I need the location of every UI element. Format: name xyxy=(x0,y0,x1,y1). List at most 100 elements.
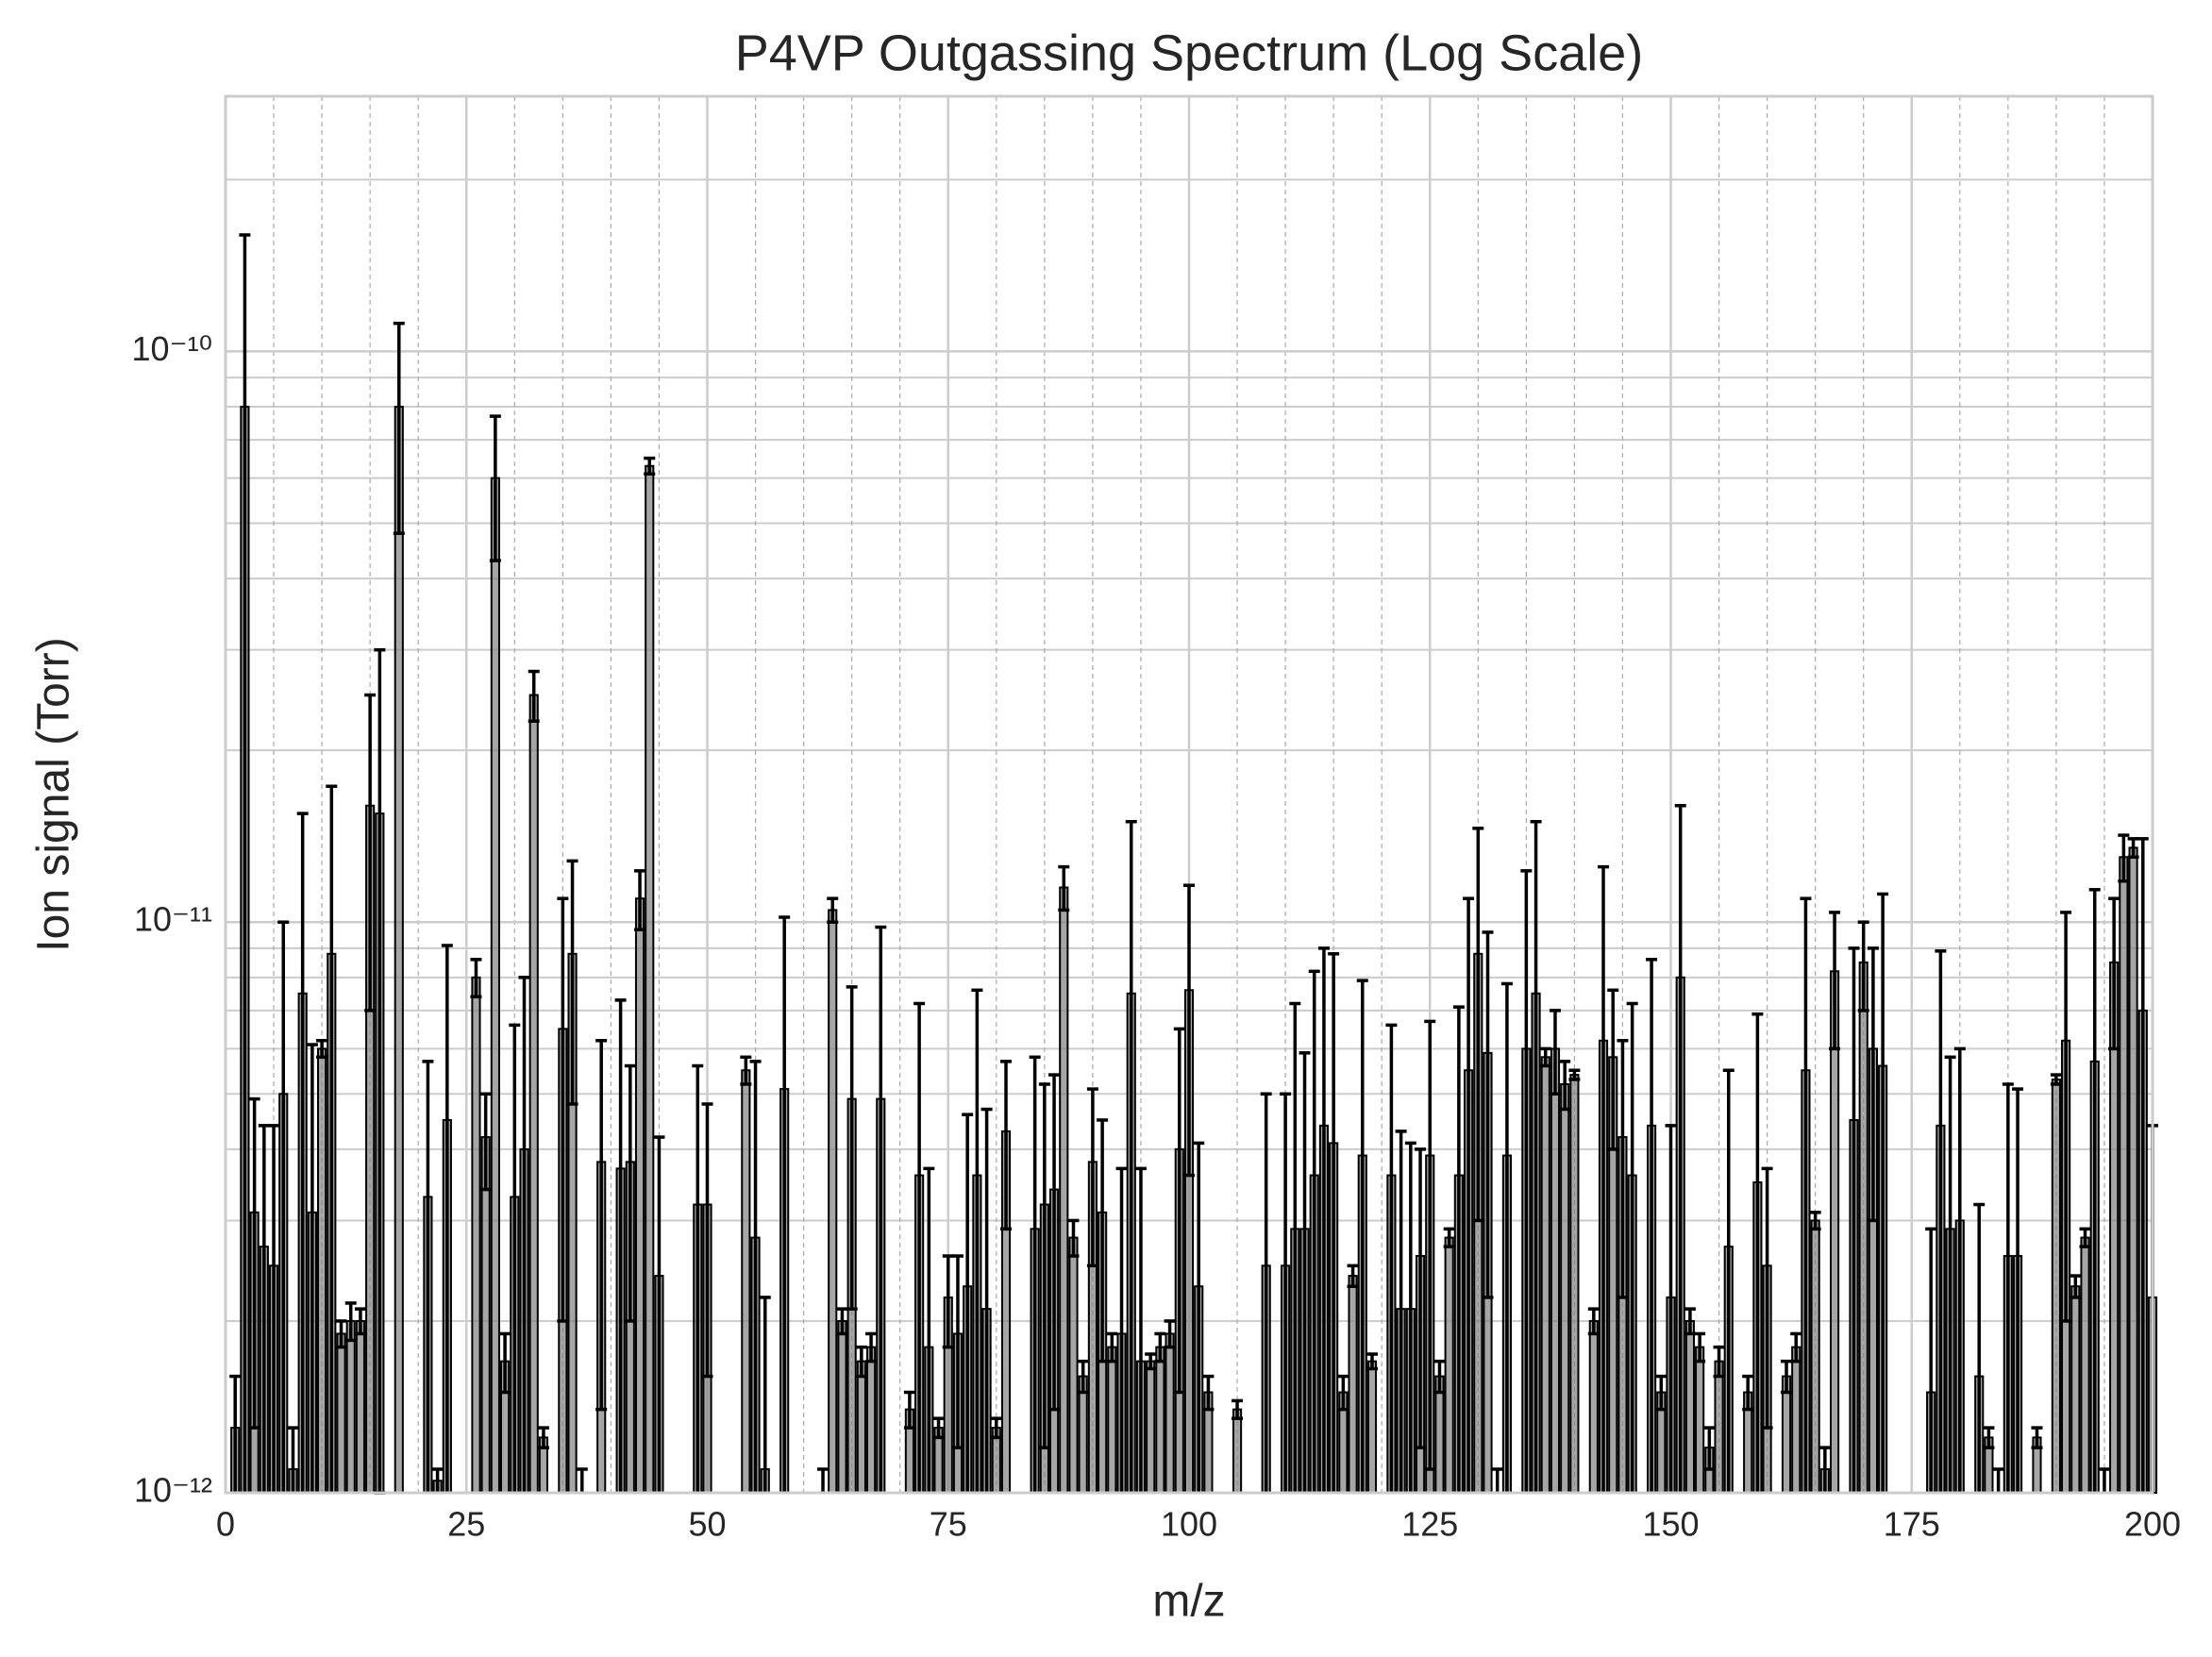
bar xyxy=(1540,1056,1550,1495)
error-bar xyxy=(1415,1147,1427,1449)
error-bar xyxy=(903,1390,915,1430)
error-bar xyxy=(268,1124,280,1493)
error-bar xyxy=(1925,1227,1937,1493)
error-bar xyxy=(1038,1082,1050,1449)
bar xyxy=(1232,1408,1243,1495)
bar xyxy=(317,1047,327,1494)
bar xyxy=(865,1346,877,1494)
y-tick-label: 10⁻¹² xyxy=(134,1471,212,1510)
error-bar xyxy=(692,1063,704,1493)
error-bar xyxy=(518,976,530,1493)
x-tick-label: 200 xyxy=(2124,1505,2181,1544)
error-bar xyxy=(1193,1141,1205,1493)
x-tick-label: 0 xyxy=(216,1505,235,1544)
error-bar xyxy=(1115,1166,1128,1493)
error-bar xyxy=(2118,833,2130,883)
error-bar xyxy=(2060,911,2072,1323)
error-bar xyxy=(836,1307,848,1336)
error-bar xyxy=(1742,1374,1754,1412)
x-axis-label: m/z xyxy=(1152,1577,1225,1627)
error-bar xyxy=(2031,1426,2043,1449)
error-bar xyxy=(499,1331,511,1395)
error-bar xyxy=(1029,1055,1041,1493)
error-bar xyxy=(1684,1307,1696,1336)
bar xyxy=(2051,1078,2061,1494)
error-bar xyxy=(1983,1426,1995,1449)
error-bar xyxy=(2012,1087,2024,1493)
bar xyxy=(1165,1332,1175,1495)
error-bar xyxy=(701,1102,713,1379)
error-bar xyxy=(1232,1398,1244,1420)
bar xyxy=(645,464,655,1495)
error-bar xyxy=(1973,1202,1986,1493)
error-bar xyxy=(2108,896,2120,1051)
error-bar xyxy=(595,1039,608,1412)
error-bar xyxy=(923,1166,935,1493)
error-bar xyxy=(1472,827,1484,1223)
error-bar xyxy=(1328,952,1340,1493)
error-bar xyxy=(913,1001,926,1493)
error-bar xyxy=(287,1426,299,1493)
x-tick-label: 125 xyxy=(1401,1505,1458,1544)
error-bar xyxy=(479,1092,492,1192)
bar xyxy=(1550,1047,1561,1494)
bar xyxy=(394,406,404,1494)
error-bar xyxy=(740,1055,752,1086)
error-bar xyxy=(316,1039,328,1060)
error-bar xyxy=(470,958,482,999)
error-bar xyxy=(1164,1319,1176,1349)
error-bar xyxy=(335,1319,347,1349)
x-tick-label: 50 xyxy=(688,1505,726,1544)
error-bar xyxy=(1097,1118,1109,1364)
error-bar xyxy=(1067,1218,1080,1258)
error-bar xyxy=(1260,1092,1272,1493)
error-bar xyxy=(1559,1060,1571,1112)
x-tick-label: 175 xyxy=(1884,1505,1940,1544)
error-bar xyxy=(489,414,501,562)
x-tick-label: 150 xyxy=(1642,1505,1699,1544)
error-bar xyxy=(344,1301,357,1343)
error-bar xyxy=(1781,1359,1793,1395)
error-bar xyxy=(509,1023,521,1493)
error-bar xyxy=(990,1416,1002,1440)
error-bar xyxy=(865,1331,878,1364)
error-bar xyxy=(1424,1019,1436,1471)
error-bar xyxy=(1751,1012,1764,1493)
error-bar xyxy=(1665,1124,1677,1493)
bar xyxy=(1560,1082,1570,1495)
error-bar xyxy=(932,1416,945,1440)
error-bar xyxy=(1347,1264,1359,1288)
x-tick-label: 25 xyxy=(447,1505,485,1544)
bar xyxy=(1059,886,1069,1494)
error-bar xyxy=(1500,981,1513,1493)
error-bar xyxy=(1520,869,1533,1493)
bar xyxy=(1146,1360,1156,1495)
error-bar xyxy=(296,812,309,1493)
chart-title: P4VP Outgassing Spectrum (Log Scale) xyxy=(735,25,1644,81)
error-bar xyxy=(653,1135,665,1493)
error-bar xyxy=(1463,896,1475,1493)
error-bar xyxy=(1530,819,1542,1493)
error-bar xyxy=(2079,1227,2091,1248)
error-bar xyxy=(817,1467,830,1493)
error-bar xyxy=(1800,896,1812,1493)
error-bar xyxy=(1491,1467,1503,1493)
error-bar xyxy=(1809,1211,1821,1231)
error-bar xyxy=(557,896,569,1323)
error-bar xyxy=(354,1307,366,1336)
error-bar xyxy=(759,1296,771,1493)
bar xyxy=(1569,1074,1580,1494)
error-bar xyxy=(1048,1073,1061,1412)
error-bar xyxy=(875,925,887,1493)
bar xyxy=(1155,1346,1165,1494)
error-bar xyxy=(1857,920,1869,1013)
error-bar xyxy=(1867,946,1879,1223)
error-bar xyxy=(1598,864,1610,1493)
error-bar xyxy=(634,869,646,931)
error-bar xyxy=(2002,1082,2014,1493)
error-bar xyxy=(2070,1274,2082,1299)
error-bar xyxy=(1655,1374,1667,1412)
error-bar xyxy=(1877,892,1889,1493)
y-axis-label: Ion signal (Torr) xyxy=(29,637,79,951)
